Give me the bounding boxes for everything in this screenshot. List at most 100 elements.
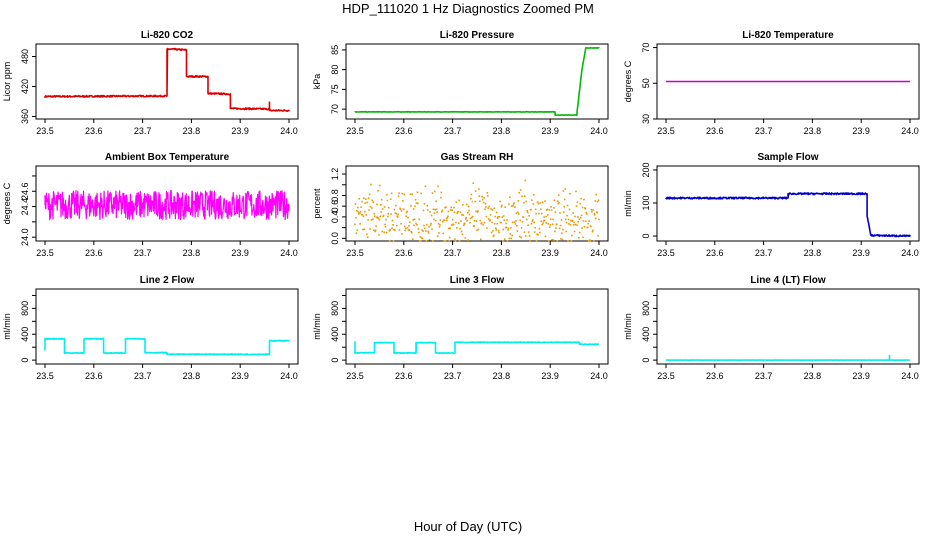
data-point xyxy=(396,215,399,217)
data-point xyxy=(356,229,359,231)
y-tick-label: 0.0 xyxy=(330,232,340,245)
y-axis-label: degrees C xyxy=(2,182,12,224)
data-point xyxy=(375,225,377,227)
data-point xyxy=(399,208,402,210)
data-point xyxy=(368,193,371,196)
data-point xyxy=(424,185,427,188)
data-point xyxy=(459,211,462,214)
data-point xyxy=(474,190,477,192)
data-point xyxy=(433,218,435,221)
data-point xyxy=(550,206,552,208)
plot-frame xyxy=(35,288,299,365)
data-point xyxy=(414,205,416,208)
data-point xyxy=(371,207,373,209)
y-tick-label: 24.6 xyxy=(20,182,30,200)
data-point xyxy=(532,219,534,221)
y-tick-label: 0.6 xyxy=(330,200,340,213)
data-point xyxy=(520,236,522,239)
panel-title: Line 2 Flow xyxy=(140,275,195,286)
data-point xyxy=(587,240,590,242)
data-point xyxy=(526,210,529,212)
data-point xyxy=(481,195,483,198)
panel-title: Li-820 Pressure xyxy=(440,30,515,41)
data-point xyxy=(573,230,576,233)
data-point xyxy=(415,222,417,225)
data-point xyxy=(454,240,457,242)
data-point xyxy=(399,207,401,210)
data-point xyxy=(583,198,585,201)
data-point xyxy=(427,232,430,234)
data-point xyxy=(555,227,557,229)
data-point xyxy=(533,231,536,233)
data-point xyxy=(402,200,404,202)
x-tick-label: 23.9 xyxy=(231,371,249,381)
data-point xyxy=(508,203,510,205)
data-point xyxy=(539,231,541,234)
data-point xyxy=(464,218,467,220)
data-point xyxy=(435,200,437,203)
data-point xyxy=(501,216,504,219)
data-point xyxy=(474,200,476,203)
data-point xyxy=(488,205,490,208)
data-point xyxy=(590,225,592,228)
x-tick-label: 23.6 xyxy=(706,371,724,381)
data-point xyxy=(447,215,449,218)
data-point xyxy=(465,216,468,219)
series-points xyxy=(354,179,600,242)
data-point xyxy=(528,215,530,217)
data-point xyxy=(421,237,424,240)
data-point xyxy=(388,240,391,242)
y-axis-label: kPa xyxy=(312,74,322,90)
data-point xyxy=(436,211,438,213)
data-point xyxy=(475,220,478,222)
data-point xyxy=(506,240,509,242)
data-point xyxy=(549,218,552,221)
data-point xyxy=(355,232,358,234)
data-point xyxy=(552,239,555,241)
data-point xyxy=(523,201,525,204)
panel-3: Li-820 Temperature 23.5 23.6 23.7 23.8 23.9 24… xyxy=(623,30,920,136)
data-point xyxy=(590,208,593,211)
data-point xyxy=(357,211,360,213)
data-point xyxy=(397,213,399,216)
data-point xyxy=(504,226,507,229)
data-point xyxy=(425,230,427,232)
series-line xyxy=(44,189,290,221)
data-point xyxy=(395,224,398,227)
data-point xyxy=(513,221,516,223)
data-point xyxy=(400,222,402,225)
data-point xyxy=(410,205,412,207)
data-point xyxy=(406,227,409,229)
y-axis-label: ml/min xyxy=(312,313,322,340)
x-tick-label: 23.8 xyxy=(493,371,511,381)
data-point xyxy=(471,200,474,203)
data-point xyxy=(368,209,370,211)
data-point xyxy=(574,215,576,218)
data-point xyxy=(521,220,524,223)
data-point xyxy=(593,214,596,216)
data-point xyxy=(401,233,403,235)
data-point xyxy=(434,208,437,211)
data-point xyxy=(580,214,583,217)
data-point xyxy=(492,230,494,232)
data-point xyxy=(473,220,476,222)
data-point xyxy=(554,230,556,233)
data-point xyxy=(581,227,583,229)
data-point xyxy=(424,227,426,230)
data-point xyxy=(597,199,600,202)
data-point xyxy=(538,227,541,230)
y-axis-label: percent xyxy=(312,188,322,219)
data-point xyxy=(563,198,566,201)
data-point xyxy=(539,202,542,204)
data-point xyxy=(382,214,385,217)
data-point xyxy=(461,233,464,236)
data-point xyxy=(560,238,562,240)
data-point xyxy=(532,193,535,196)
data-point xyxy=(544,200,546,202)
data-point xyxy=(512,204,514,207)
data-point xyxy=(543,219,546,222)
data-point xyxy=(535,240,538,242)
data-point xyxy=(472,182,475,185)
data-point xyxy=(514,206,516,208)
